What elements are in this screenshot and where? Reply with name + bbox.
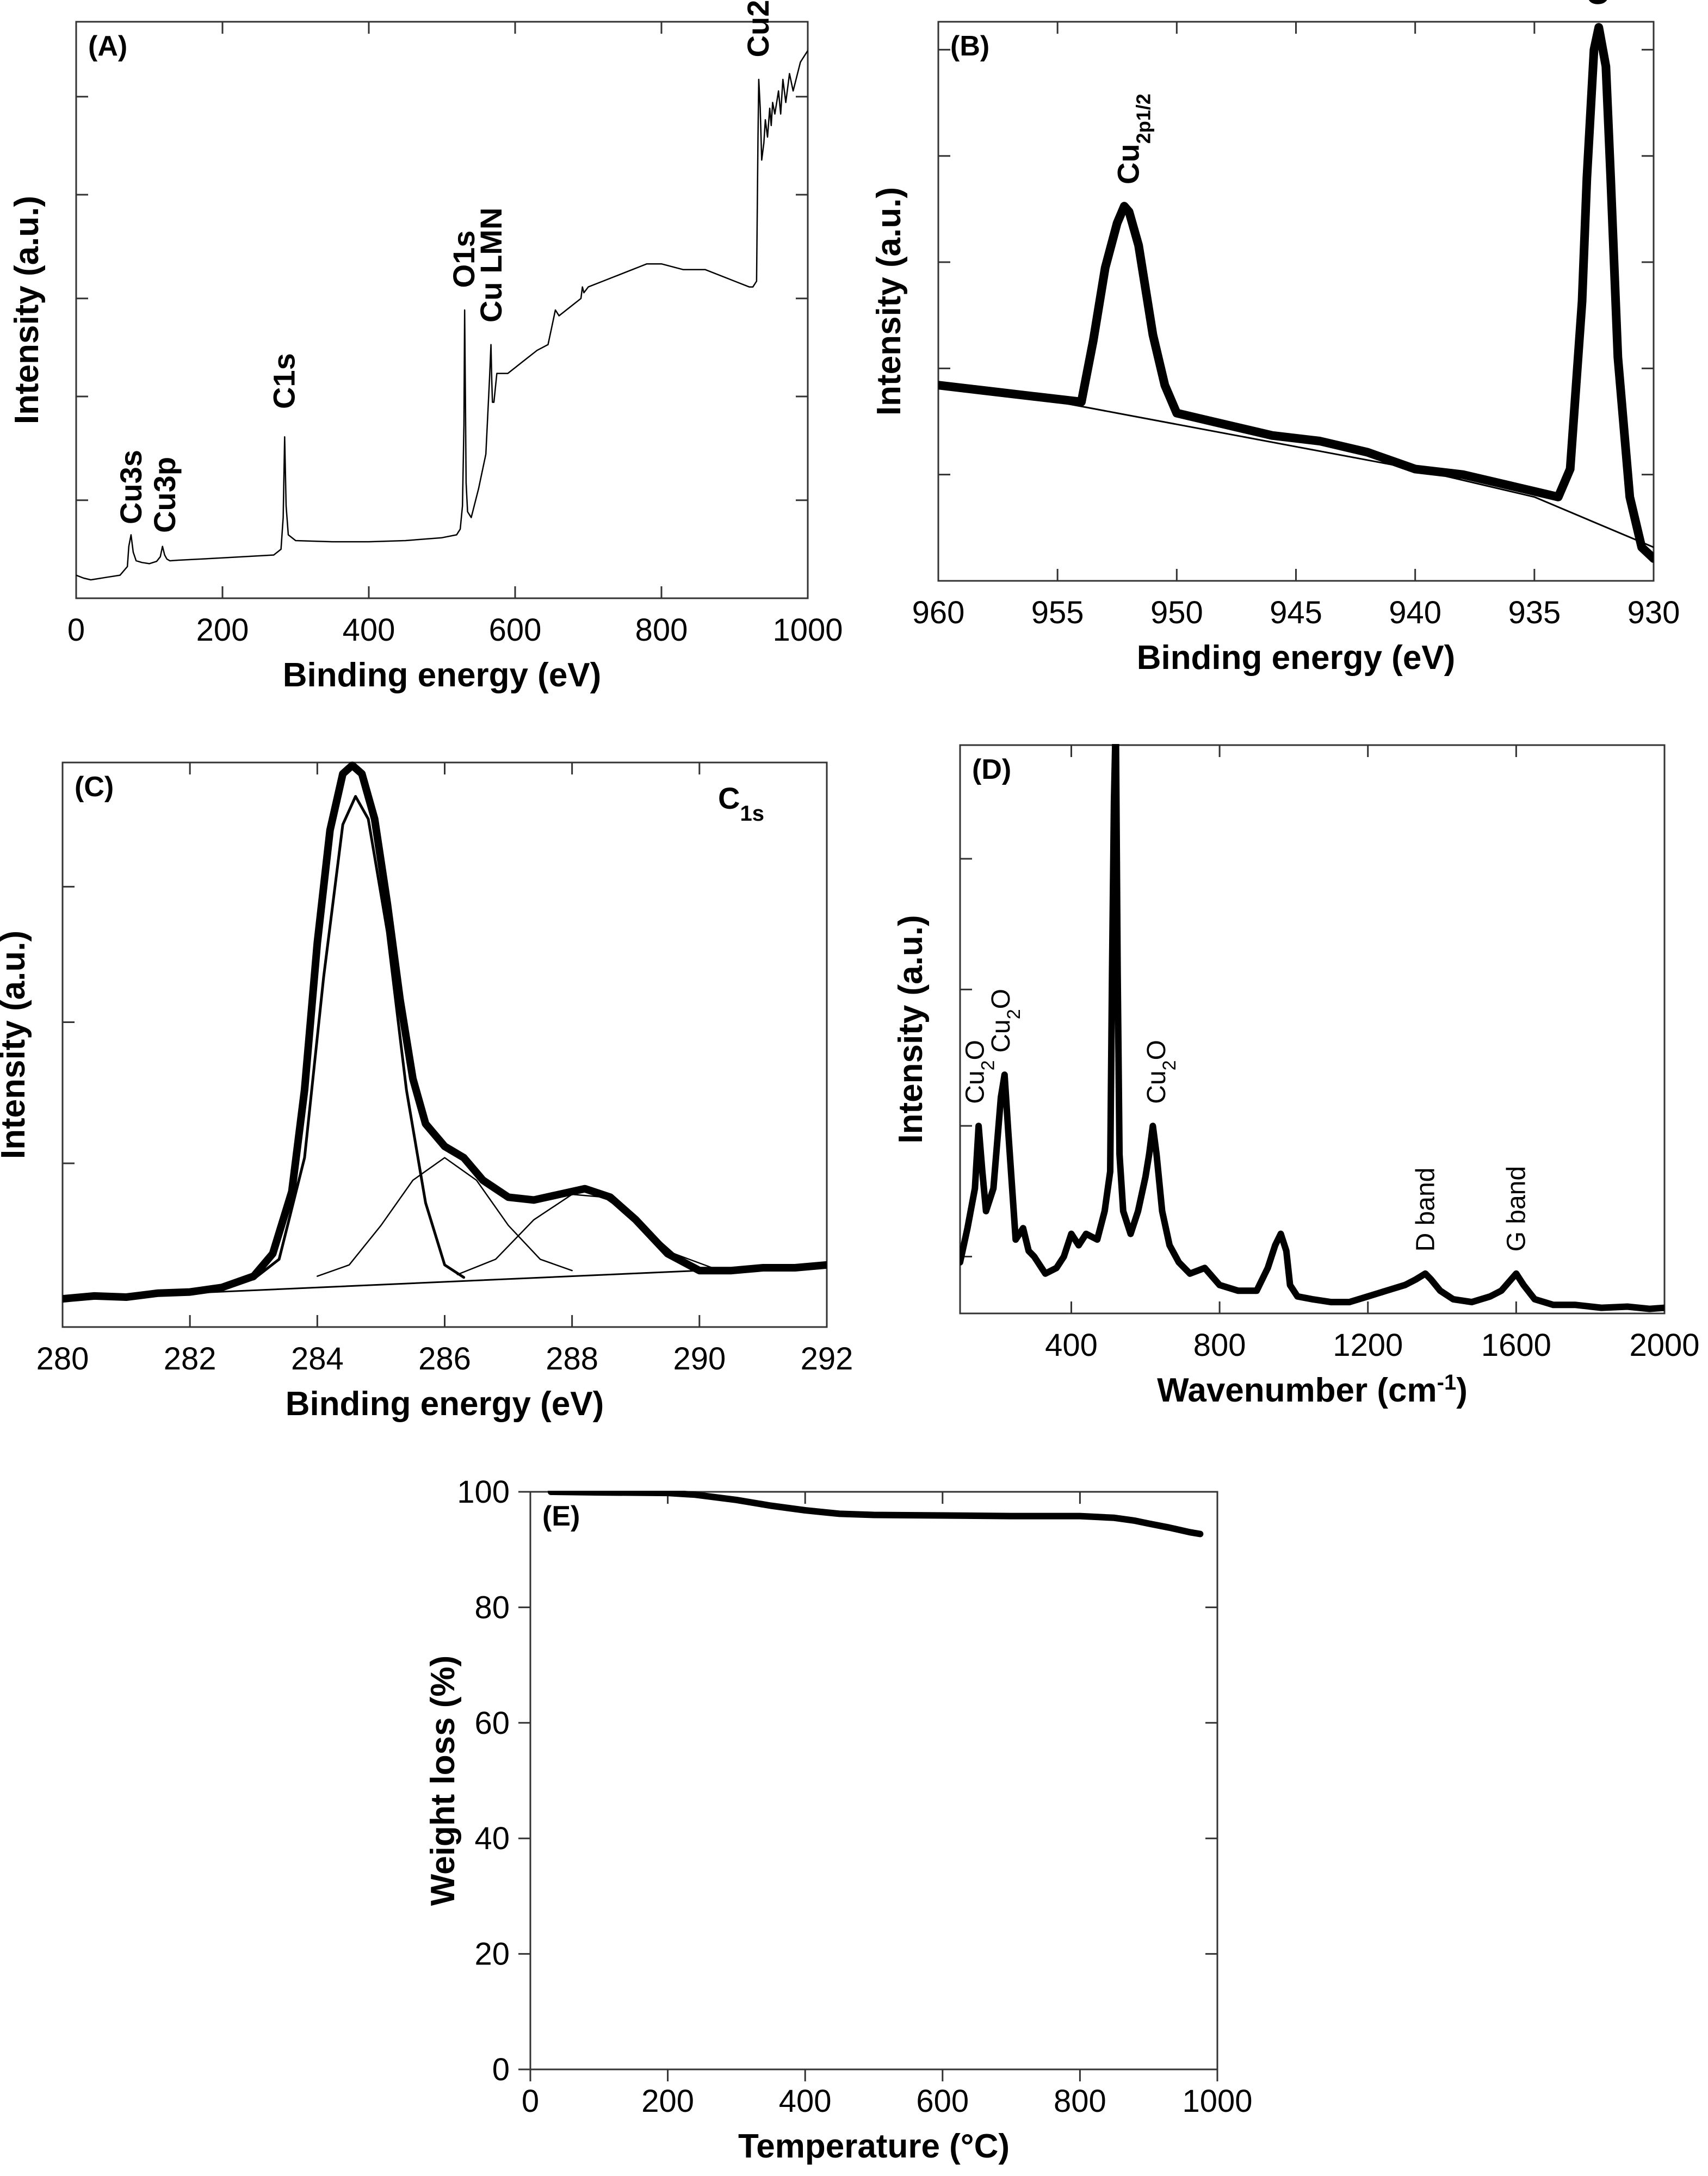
y-tick-label-E: 40 — [474, 1821, 510, 1856]
x-tick-label-C: 284 — [291, 1341, 344, 1377]
x-tick-label-A: 800 — [635, 612, 688, 648]
x-tick-label-E: 0 — [522, 2084, 539, 2119]
x-tick-label-D: 1600 — [1481, 1328, 1551, 1363]
peak-annotation-B: Cu2p3/2 — [1581, 0, 1624, 5]
panel-D: 400 800 1200 1600 2000 Wavenumber (cm-1) Inten… — [892, 744, 1700, 1409]
x-tick-label-D: 1200 — [1333, 1328, 1403, 1363]
peak-annotation-B: Cu2p1/2 — [1111, 94, 1155, 184]
x-tick-label-E: 800 — [1054, 2084, 1106, 2119]
y-tick-label-E: 60 — [474, 1706, 510, 1741]
x-tick-label-A: 1000 — [772, 612, 843, 648]
x-tick-label-B: 945 — [1270, 595, 1322, 630]
x-tick-label-B: 940 — [1389, 595, 1441, 630]
peak-annotation-A: Cu3p — [147, 457, 182, 533]
x-tick-label-C: 292 — [801, 1341, 853, 1377]
plot-frame-A — [75, 21, 809, 599]
x-tick-label-C: 280 — [36, 1341, 89, 1377]
x-tick-label-A: 0 — [67, 612, 85, 648]
y-axis-label-D: Intensity (a.u.) — [892, 915, 930, 1143]
plot-frame-C — [61, 761, 828, 1328]
x-tick-label-E: 400 — [779, 2084, 832, 2119]
x-tick-label-A: 400 — [343, 612, 395, 648]
panel-B: 960 955 950 945 940 935 930 Binding energy (eV)… — [870, 0, 1680, 677]
x-axis-label-D: Wavenumber (cm-1) — [1157, 1371, 1468, 1409]
panel-title-C: C1s — [718, 781, 764, 826]
series-line-D-1 — [960, 744, 1664, 1312]
series-line-C-1 — [63, 761, 827, 1303]
y-axis-label-B: Intensity (a.u.) — [870, 187, 908, 416]
series-line-C-3 — [317, 1157, 573, 1277]
panel-label-D: (D) — [972, 754, 1011, 785]
y-tick-label-E: 80 — [474, 1590, 510, 1625]
y-axis-label-C: Intensity (a.u.) — [0, 931, 32, 1159]
panel-E: 0 200 400 600 800 1000 0 20 40 60 80 100 Temperature… — [424, 1474, 1253, 2165]
peak-annotation-A: Cu LMN — [474, 207, 508, 323]
x-tick-label-C: 290 — [673, 1341, 726, 1377]
x-tick-label-C: 282 — [164, 1341, 216, 1377]
series-line-C-5 — [63, 1264, 827, 1300]
plot-frame-E — [529, 1491, 1218, 2070]
peak-annotation-A: Cu3s — [114, 450, 148, 524]
x-tick-label-B: 960 — [912, 595, 965, 630]
panel-A: 0 200 400 600 800 1000 Binding energy (eV) Inte… — [8, 0, 843, 694]
x-axis-label-E: Temperature (°C) — [738, 2128, 1010, 2165]
x-tick-label-A: 200 — [196, 612, 249, 648]
y-axis-label-A: Intensity (a.u.) — [8, 196, 46, 424]
x-axis-label-A: Binding energy (eV) — [283, 656, 602, 694]
peak-annotation-D: G band — [1502, 1166, 1531, 1251]
x-tick-label-D: 800 — [1193, 1328, 1246, 1363]
peak-annotation-D: D band — [1411, 1168, 1440, 1252]
x-tick-label-B: 935 — [1508, 595, 1561, 630]
x-tick-label-E: 200 — [641, 2084, 694, 2119]
panel-label-E: (E) — [542, 1501, 580, 1532]
y-tick-label-E: 20 — [474, 1937, 510, 1972]
peak-annotation-A: O1s — [447, 231, 481, 288]
plot-frame-D — [959, 744, 1666, 1315]
panel-C: 280 282 284 286 288 290 292 Binding energy (eV)… — [0, 761, 853, 1423]
panel-label-A: (A) — [88, 30, 127, 62]
series-line-B-2 — [938, 384, 1654, 548]
series-line-E-1 — [547, 1491, 1204, 1538]
peak-annotation-A: C1s — [267, 353, 301, 409]
x-tick-label-D: 400 — [1045, 1328, 1098, 1363]
x-tick-label-E: 600 — [916, 2084, 969, 2119]
y-axis-label-E: Weight loss (%) — [424, 1656, 462, 1906]
peak-annotation-A: Cu2p — [741, 0, 775, 57]
series-line-C-4 — [456, 1193, 713, 1275]
y-tick-label-E: 100 — [457, 1474, 510, 1510]
series-line-B-1 — [938, 23, 1654, 563]
x-tick-label-B: 955 — [1031, 595, 1084, 630]
panel-label-C: (C) — [75, 771, 114, 803]
x-tick-label-B: 930 — [1627, 595, 1680, 630]
x-tick-label-C: 288 — [546, 1341, 598, 1377]
x-tick-label-D: 2000 — [1629, 1328, 1699, 1363]
x-axis-label-B: Binding energy (eV) — [1137, 639, 1456, 677]
x-tick-label-B: 950 — [1150, 595, 1203, 630]
series-line-C-2 — [252, 795, 466, 1281]
y-tick-label-E: 0 — [492, 2052, 510, 2087]
x-tick-label-C: 286 — [418, 1341, 471, 1377]
series-line-A-1 — [76, 49, 808, 581]
peak-annotation-D: Cu2O — [987, 989, 1024, 1053]
peak-annotation-D: Cu2O — [1142, 1040, 1180, 1104]
x-axis-label-C: Binding energy (eV) — [286, 1385, 604, 1423]
x-tick-label-A: 600 — [489, 612, 542, 648]
x-tick-label-E: 1000 — [1182, 2084, 1252, 2119]
panel-label-B: (B) — [950, 30, 989, 62]
